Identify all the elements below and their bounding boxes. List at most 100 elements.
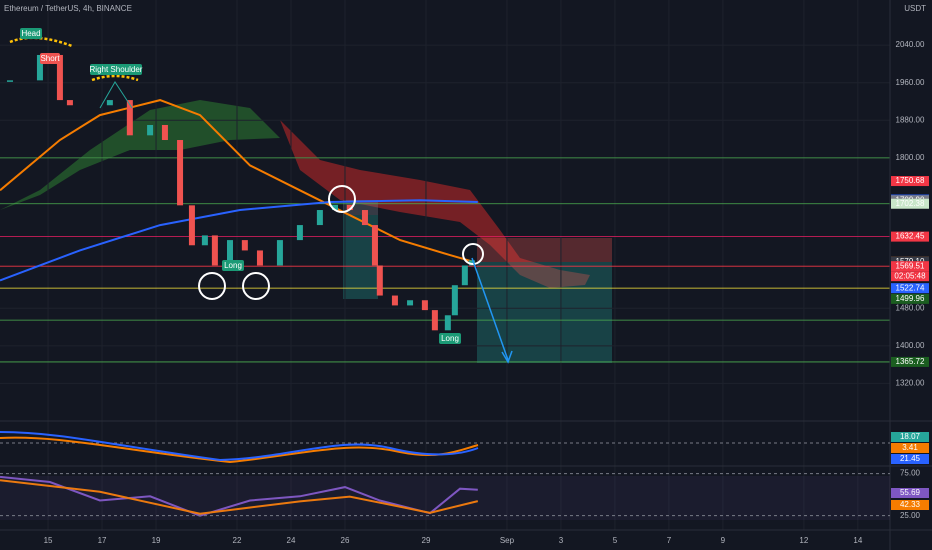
candle [451,285,458,316]
x-tick-label: 14 [853,536,862,545]
candle [296,225,303,241]
annotation-box [20,28,42,39]
candle [36,54,43,81]
annotation: Long [441,334,459,343]
x-tick-label: 17 [98,536,107,545]
circle-marker [462,243,484,265]
price-label: 1365.72 [896,357,925,366]
price-label-box [891,198,929,209]
moving-average [0,199,478,282]
y-tick-label: 1960.00 [896,78,925,87]
circle-marker [198,272,226,300]
shoulder-triangle [99,81,133,109]
macd-line [0,431,479,462]
candle [276,240,283,266]
annotation-box [222,260,244,271]
circle-marker [328,185,356,213]
price-label: 1702.38 [896,199,925,208]
price-label-box [891,261,929,272]
x-tick-label: 5 [613,536,618,545]
short-box-risk [477,238,612,262]
candle [421,300,428,311]
candle [346,204,353,211]
candle [376,265,383,296]
head-arc [9,36,73,48]
macd-label-box [891,454,929,464]
x-tick-label: 9 [721,536,726,545]
rsi-label-box [891,500,929,510]
x-tick-label: 26 [341,536,350,545]
candle [161,124,168,141]
annotation: Head [21,29,40,38]
candle [331,204,338,211]
candle [177,140,184,206]
rsi-line [0,475,478,517]
macd-label: 18.07 [900,432,921,441]
price-label: 1499.96 [896,294,925,303]
y-tick-label: 1880.00 [896,115,925,124]
candle [468,260,475,266]
y-tick-label: 1400.00 [896,341,925,350]
annotation-box [40,53,60,64]
arrow-head [501,350,513,364]
y-tick-label: 2040.00 [896,40,925,49]
price-label-box [891,231,929,242]
moving-average [0,99,476,264]
candle [391,295,398,306]
rsi-tick-label: 75.00 [900,469,921,478]
candle [461,265,468,286]
macd-label-box [891,443,929,453]
annotation: Long [224,261,242,270]
macd-label: 21.45 [900,454,921,463]
y-tick-label: 1320.00 [896,379,925,388]
candle [201,235,208,246]
x-tick-label: 29 [422,536,431,545]
x-tick-label: 12 [799,536,808,545]
candle [256,250,263,266]
x-tick-label: 24 [287,536,296,545]
short-box-target [477,262,612,363]
price-label-box [891,356,929,367]
candle [66,100,73,106]
price-label: 1750.68 [896,176,925,185]
shoulder-arc [91,74,139,82]
candle [431,310,438,331]
rsi-tick-label: 25.00 [900,511,921,520]
rsi-line [0,479,479,515]
circle-marker [242,272,270,300]
rsi-label: 42.33 [900,500,921,509]
cloud-green [0,100,280,210]
candle [241,240,248,251]
axis-unit: USDT [904,4,926,13]
candle [147,124,154,136]
annotation: Short [40,54,60,63]
candle [407,300,414,306]
rsi-label: 55.69 [900,488,921,497]
candle [371,225,378,266]
candle [56,54,63,101]
x-tick-label: 22 [233,536,242,545]
arrow [471,257,509,361]
x-tick-label: 15 [44,536,53,545]
countdown: 02:05:48 [894,271,926,280]
candle [211,235,218,266]
price-label-box [891,283,929,294]
candle [226,240,233,266]
macd-label: 3.41 [902,443,918,452]
candle [444,315,451,331]
annotation-box [90,64,142,75]
annotation-box [439,333,461,344]
price-label: 1632.45 [896,232,925,241]
price-label: 1522.74 [896,283,925,292]
candle [361,210,368,226]
x-tick-label: 19 [152,536,161,545]
candle [106,100,113,106]
candle [6,80,13,82]
candle [126,100,133,136]
countdown-box [891,271,929,282]
price-label-box [891,293,929,304]
rsi-band [0,476,890,520]
price-label-box [891,176,929,187]
